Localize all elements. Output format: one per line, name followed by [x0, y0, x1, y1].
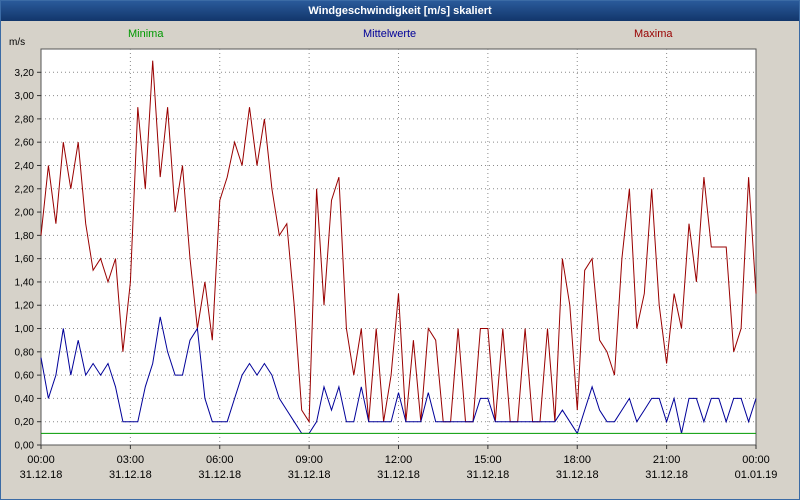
- svg-text:3,00: 3,00: [15, 91, 35, 102]
- svg-text:18:00: 18:00: [563, 454, 591, 466]
- svg-text:06:00: 06:00: [206, 454, 234, 466]
- svg-text:m/s: m/s: [9, 37, 25, 48]
- svg-text:0,80: 0,80: [15, 347, 35, 358]
- legend-maxima-label: Maxima: [634, 28, 673, 40]
- svg-text:1,20: 1,20: [15, 301, 35, 312]
- svg-text:03:00: 03:00: [117, 454, 145, 466]
- legend-mittelwerte-label: Mittelwerte: [363, 28, 417, 40]
- svg-text:31.12.18: 31.12.18: [466, 469, 509, 481]
- svg-text:1,60: 1,60: [15, 254, 35, 265]
- svg-text:31.12.18: 31.12.18: [645, 469, 688, 481]
- chart-title: Windgeschwindigkeit [m/s] skaliert: [308, 5, 492, 17]
- svg-text:2,40: 2,40: [15, 161, 35, 172]
- svg-text:09:00: 09:00: [295, 454, 323, 466]
- svg-text:31.12.18: 31.12.18: [109, 469, 152, 481]
- svg-text:0,00: 0,00: [15, 441, 35, 452]
- svg-text:0,40: 0,40: [15, 394, 35, 405]
- title-bar: Windgeschwindigkeit [m/s] skaliert: [1, 1, 799, 21]
- svg-text:01.01.19: 01.01.19: [735, 469, 778, 481]
- svg-text:2,20: 2,20: [15, 184, 35, 195]
- svg-text:2,80: 2,80: [15, 114, 35, 125]
- svg-text:0,20: 0,20: [15, 417, 35, 428]
- legend: Minima Mittelwerte Maxima: [1, 28, 799, 42]
- svg-text:2,00: 2,00: [15, 208, 35, 219]
- svg-text:2,60: 2,60: [15, 138, 35, 149]
- svg-text:3,20: 3,20: [15, 68, 35, 79]
- svg-text:31.12.18: 31.12.18: [556, 469, 599, 481]
- svg-text:12:00: 12:00: [385, 454, 413, 466]
- svg-text:00:00: 00:00: [27, 454, 55, 466]
- svg-text:1,40: 1,40: [15, 277, 35, 288]
- svg-text:00:00: 00:00: [742, 454, 770, 466]
- svg-text:21:00: 21:00: [653, 454, 681, 466]
- svg-text:31.12.18: 31.12.18: [288, 469, 331, 481]
- svg-text:31.12.18: 31.12.18: [20, 469, 63, 481]
- svg-text:15:00: 15:00: [474, 454, 502, 466]
- wind-speed-chart: m/s 0,00 0,20 0,40 0,60 0,80 1,00 1,20 1,40 1,60 1…: [9, 37, 778, 481]
- svg-text:31.12.18: 31.12.18: [377, 469, 420, 481]
- legend-minima-label: Minima: [128, 28, 164, 40]
- svg-text:31.12.18: 31.12.18: [198, 469, 241, 481]
- svg-text:0,60: 0,60: [15, 371, 35, 382]
- svg-text:1,80: 1,80: [15, 231, 35, 242]
- svg-text:1,00: 1,00: [15, 324, 35, 335]
